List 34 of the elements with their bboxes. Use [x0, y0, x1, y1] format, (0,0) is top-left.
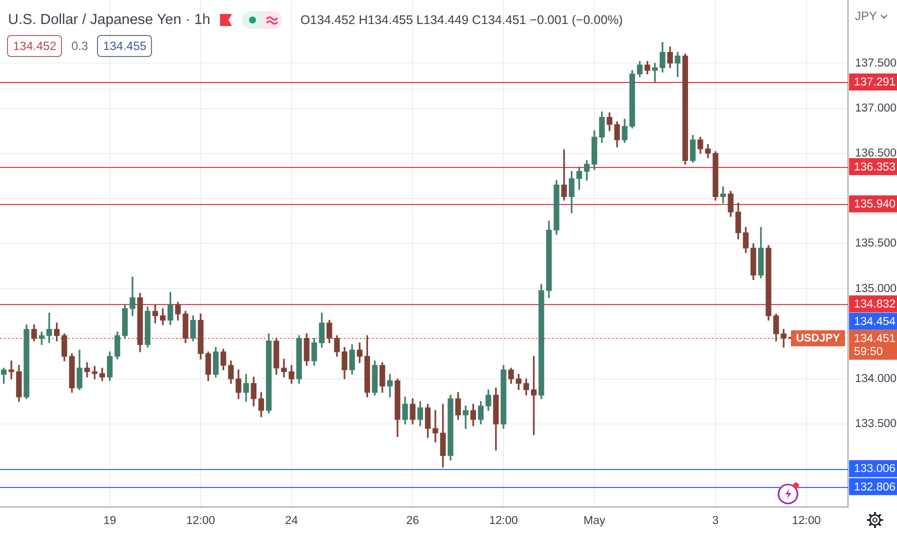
text: O134.452 H134.455 L134.449 C134.451 −0.001 (−0.00%)	[300, 13, 623, 27]
x-tick-label: 3	[712, 515, 719, 528]
annotation: 0.3	[70, 38, 90, 55]
x-tick-label: May	[583, 515, 606, 528]
ref-line-label: 134.451	[854, 332, 896, 345]
annotation: USDJPY	[796, 332, 841, 345]
ref-line-label: 137.291	[854, 76, 896, 89]
annotation: 134.455	[97, 35, 152, 57]
text: U.S. Dollar / Japanese Yen · 1h	[8, 12, 210, 28]
ref-line-label: 136.353	[854, 161, 896, 174]
x-tick-label: 19	[103, 515, 116, 528]
y-tick-label: 136.500	[855, 148, 897, 160]
y-tick-label: 137.000	[855, 102, 897, 114]
y-tick-label: 135.000	[855, 282, 897, 295]
x-tick-label: 12:00	[792, 515, 821, 528]
y-tick-label: 133.500	[855, 418, 897, 430]
y-tick-label: 135.500	[855, 238, 897, 250]
ref-line-label: 135.940	[854, 198, 896, 211]
text: 134.454	[854, 316, 896, 328]
y-tick-label: 137.500	[855, 57, 897, 70]
annotation: 134.452	[7, 35, 62, 57]
y-axis-title: JPY	[855, 9, 878, 23]
candlestick	[561, 149, 567, 201]
y-tick-label: 134.000	[855, 373, 897, 386]
x-tick-label: 24	[285, 515, 298, 528]
x-tick-label: 12:00	[489, 515, 518, 528]
x-tick-label: 12:00	[186, 515, 216, 528]
ref-line-label: 134.832	[854, 298, 896, 311]
ref-line-label: 132.806	[854, 481, 896, 494]
text: 59:50	[854, 346, 883, 358]
ref-line-label: 133.006	[854, 463, 896, 476]
candlestick	[387, 374, 393, 398]
x-tick-label: 26	[406, 515, 420, 528]
candlestick	[720, 186, 726, 204]
